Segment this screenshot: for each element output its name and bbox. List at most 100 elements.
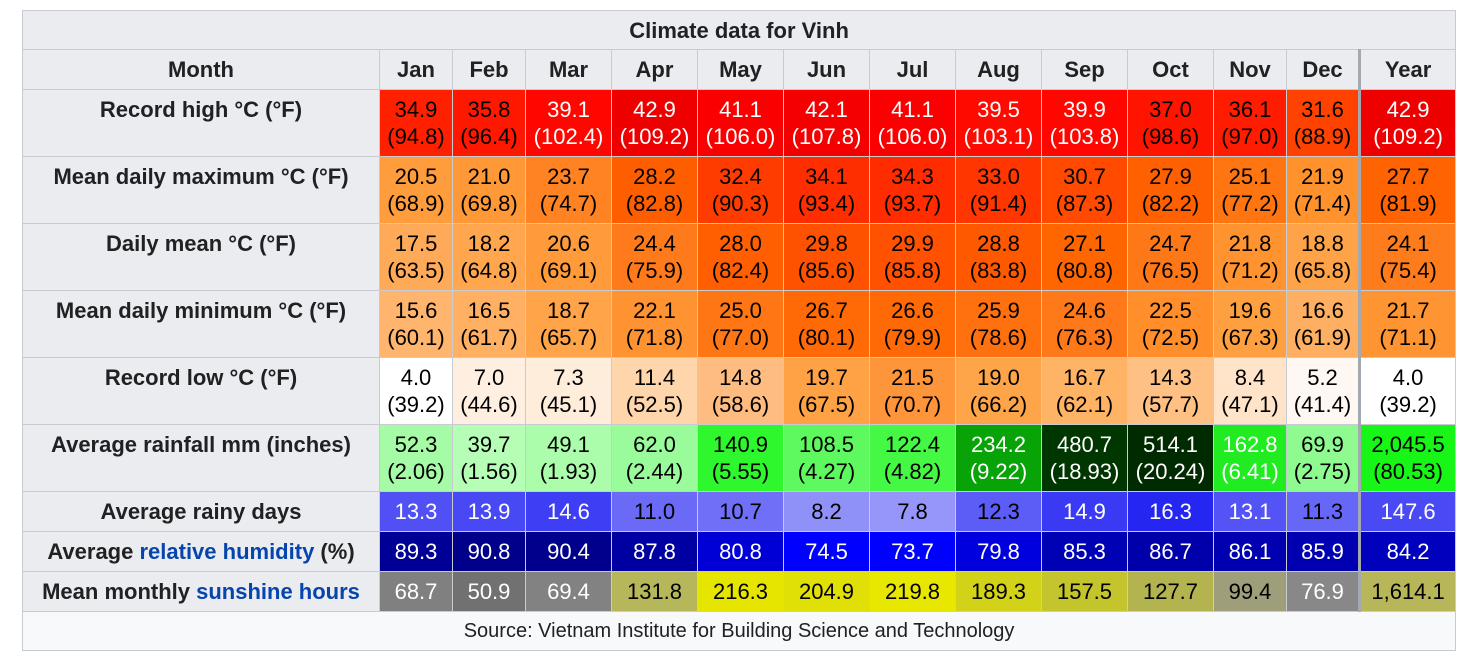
data-cell: 16.3 — [1127, 491, 1214, 532]
data-cell: 234.2 (9.22) — [955, 424, 1042, 492]
celsius-value: 32.4 — [719, 164, 762, 189]
celsius-value: 18.7 — [547, 298, 590, 323]
sunshine-hours-link[interactable]: sunshine hours — [196, 579, 360, 604]
data-cell: 13.3 — [379, 491, 453, 532]
fahrenheit-value: (98.6) — [1141, 124, 1200, 149]
fahrenheit-value: (72.5) — [1141, 325, 1200, 350]
table-title: Climate data for Vinh — [21, 10, 1457, 50]
fahrenheit-value: (90.3) — [711, 191, 770, 216]
celsius-value: 17.5 — [394, 231, 438, 256]
data-cell: 7.0 (44.6) — [452, 357, 526, 425]
mean-daily-max-label: Mean daily maximum °C (°F) — [22, 156, 380, 224]
fahrenheit-value: (68.9) — [387, 191, 445, 216]
data-cell: 8.4 (47.1) — [1213, 357, 1287, 425]
avg-humidity-label: Average relative humidity (%) — [22, 531, 380, 572]
source-note: Source: Vietnam Institute for Building S… — [21, 611, 1457, 651]
celsius-value: 34.9 — [394, 97, 438, 122]
data-cell: 108.5 (4.27) — [783, 424, 870, 492]
fahrenheit-value: (1.93) — [539, 459, 598, 484]
celsius-value: 2,045.5 — [1371, 432, 1445, 457]
data-cell: 20.6 (69.1) — [525, 223, 612, 291]
fahrenheit-value: (69.1) — [539, 258, 598, 283]
fahrenheit-value: (39.2) — [387, 392, 445, 417]
fahrenheit-value: (96.4) — [460, 124, 518, 149]
celsius-value: 7.0 — [473, 365, 505, 390]
data-cell: 514.1 (20.24) — [1127, 424, 1214, 492]
celsius-value: 23.7 — [547, 164, 590, 189]
month-header-jul: Jul — [869, 49, 956, 90]
fahrenheit-value: (61.9) — [1293, 325, 1352, 350]
data-cell: 90.8 — [452, 531, 526, 572]
climate-table: Climate data for Vinh Month Jan Feb Mar Apr… — [21, 10, 1457, 651]
data-cell: 216.3 — [697, 571, 784, 612]
fahrenheit-value: (107.8) — [791, 124, 862, 149]
celsius-value: 16.7 — [1063, 365, 1106, 390]
data-cell: 84.2 — [1357, 531, 1457, 572]
celsius-value: 11.4 — [633, 365, 676, 390]
avg-humidity-link[interactable]: relative humidity — [139, 539, 315, 564]
data-cell: 16.7 (62.1) — [1041, 357, 1128, 425]
celsius-value: 140.9 — [712, 432, 769, 457]
celsius-value: 24.6 — [1063, 298, 1106, 323]
fahrenheit-value: (71.8) — [625, 325, 684, 350]
celsius-value: 28.2 — [633, 164, 676, 189]
celsius-value: 41.1 — [719, 97, 762, 122]
data-cell: 69.4 — [525, 571, 612, 612]
fahrenheit-value: (65.8) — [1293, 258, 1352, 283]
celsius-value: 21.0 — [467, 164, 511, 189]
fahrenheit-value: (1.56) — [460, 459, 518, 484]
data-cell: 204.9 — [783, 571, 870, 612]
celsius-value: 27.9 — [1149, 164, 1192, 189]
fahrenheit-value: (75.9) — [625, 258, 684, 283]
data-cell: 73.7 — [869, 531, 956, 572]
data-cell: 140.9 (5.55) — [697, 424, 784, 492]
fahrenheit-value: (44.6) — [460, 392, 518, 417]
data-cell: 27.9 (82.2) — [1127, 156, 1214, 224]
celsius-value: 14.3 — [1149, 365, 1192, 390]
data-cell: 20.5 (68.9) — [379, 156, 453, 224]
fahrenheit-value: (78.6) — [969, 325, 1028, 350]
fahrenheit-value: (81.9) — [1379, 191, 1437, 216]
data-cell: 85.9 — [1286, 531, 1360, 572]
celsius-value: 18.8 — [1301, 231, 1344, 256]
data-cell: 22.1 (71.8) — [611, 290, 698, 358]
fahrenheit-value: (45.1) — [539, 392, 598, 417]
fahrenheit-value: (103.8) — [1049, 124, 1120, 149]
data-cell: 27.7 (81.9) — [1357, 156, 1457, 224]
data-cell: 21.7 (71.1) — [1357, 290, 1457, 358]
avg-rainfall-label: Average rainfall mm (inches) — [22, 424, 380, 492]
data-cell: 15.6 (60.1) — [379, 290, 453, 358]
data-cell: 14.6 — [525, 491, 612, 532]
fahrenheit-value: (109.2) — [1373, 124, 1443, 149]
data-cell: 39.5 (103.1) — [955, 89, 1042, 157]
celsius-value: 22.1 — [633, 298, 676, 323]
data-cell: 76.9 — [1286, 571, 1360, 612]
celsius-value: 5.2 — [1307, 365, 1338, 390]
celsius-value: 41.1 — [891, 97, 934, 122]
fahrenheit-value: (77.0) — [711, 325, 770, 350]
data-cell: 25.0 (77.0) — [697, 290, 784, 358]
data-cell: 13.1 — [1213, 491, 1287, 532]
celsius-value: 62.0 — [633, 432, 676, 457]
celsius-value: 25.0 — [719, 298, 762, 323]
fahrenheit-value: (20.24) — [1135, 459, 1206, 484]
data-cell: 42.1 (107.8) — [783, 89, 870, 157]
header-row: Month Jan Feb Mar Apr May Jun Jul Aug Sep Oct Nov D… — [22, 49, 1457, 90]
celsius-value: 18.2 — [467, 231, 511, 256]
celsius-value: 21.7 — [1386, 298, 1430, 323]
sunshine-hours-label-prefix: Mean monthly — [42, 579, 197, 604]
fahrenheit-value: (71.1) — [1379, 325, 1437, 350]
fahrenheit-value: (85.6) — [797, 258, 856, 283]
celsius-value: 42.9 — [633, 97, 676, 122]
data-cell: 27.1 (80.8) — [1041, 223, 1128, 291]
celsius-value: 7.3 — [553, 365, 584, 390]
data-cell: 74.5 — [783, 531, 870, 572]
fahrenheit-value: (67.3) — [1221, 325, 1279, 350]
celsius-value: 26.7 — [805, 298, 848, 323]
celsius-value: 20.5 — [394, 164, 438, 189]
data-cell: 11.3 — [1286, 491, 1360, 532]
fahrenheit-value: (106.0) — [705, 124, 776, 149]
celsius-value: 15.6 — [394, 298, 438, 323]
celsius-value: 49.1 — [547, 432, 590, 457]
celsius-value: 33.0 — [977, 164, 1020, 189]
